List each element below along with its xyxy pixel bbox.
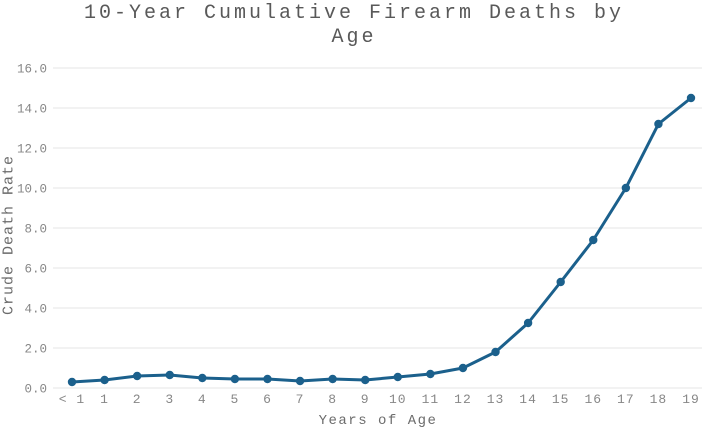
x-tick-label: 8 — [328, 392, 337, 407]
y-tick-label: 4.0 — [24, 303, 47, 317]
x-tick-label: 7 — [296, 392, 305, 407]
x-tick-label: < 1 — [59, 392, 85, 407]
data-point — [589, 235, 598, 245]
data-point — [361, 375, 370, 385]
x-tick-label: 1 — [100, 392, 109, 407]
x-tick-label: 2 — [133, 392, 142, 407]
data-point — [686, 93, 696, 103]
x-tick-label: 18 — [650, 392, 668, 407]
x-tick-label: 5 — [230, 392, 239, 407]
y-tick-label: 12.0 — [17, 143, 47, 157]
data-point — [556, 277, 565, 287]
y-tick-label: 16.0 — [17, 63, 47, 77]
data-point — [523, 318, 533, 328]
x-tick-label: 15 — [552, 392, 570, 407]
x-tick-label: 12 — [454, 392, 472, 407]
trend-line — [70, 96, 693, 384]
x-tick-label: 4 — [198, 392, 207, 407]
x-tick-label: 19 — [682, 392, 700, 407]
data-point — [67, 377, 77, 387]
chart-title-line-1: 10-Year Cumulative Firearm Deaths by — [83, 2, 625, 25]
data-point — [230, 374, 240, 384]
data-point — [328, 374, 337, 384]
data-point — [100, 375, 109, 385]
data-point — [132, 371, 142, 381]
y-tick-label: 10.0 — [17, 183, 47, 197]
x-tick-label: 14 — [519, 392, 537, 407]
data-point — [621, 183, 631, 193]
x-tick-label: 3 — [165, 392, 174, 407]
x-tick-label: 16 — [584, 392, 602, 407]
data-point — [458, 363, 468, 373]
x-tick-label: 9 — [361, 392, 370, 407]
chart-title-line-2: Age — [331, 26, 377, 49]
y-tick-label: 2.0 — [24, 343, 47, 357]
y-tick-label: 8.0 — [24, 223, 47, 237]
x-tick-label: 6 — [263, 392, 272, 407]
data-point — [198, 373, 207, 383]
x-tick-label: 17 — [617, 392, 635, 407]
y-tick-label: 0.0 — [24, 383, 47, 397]
y-tick-label: 14.0 — [17, 103, 47, 117]
data-point — [263, 374, 272, 384]
data-point — [165, 370, 174, 380]
data-point — [654, 119, 663, 129]
x-tick-label: 10 — [389, 392, 407, 407]
x-tick-label: 11 — [422, 392, 440, 407]
y-tick-label: 6.0 — [24, 263, 47, 277]
x-tick-label: 13 — [487, 392, 505, 407]
data-point — [393, 372, 402, 382]
data-point — [295, 376, 305, 386]
data-point — [426, 369, 435, 379]
data-point — [491, 347, 500, 357]
x-axis-title: Years of Age — [318, 413, 438, 429]
chart-title: 10-Year Cumulative Firearm Deaths by Age — [0, 2, 708, 50]
